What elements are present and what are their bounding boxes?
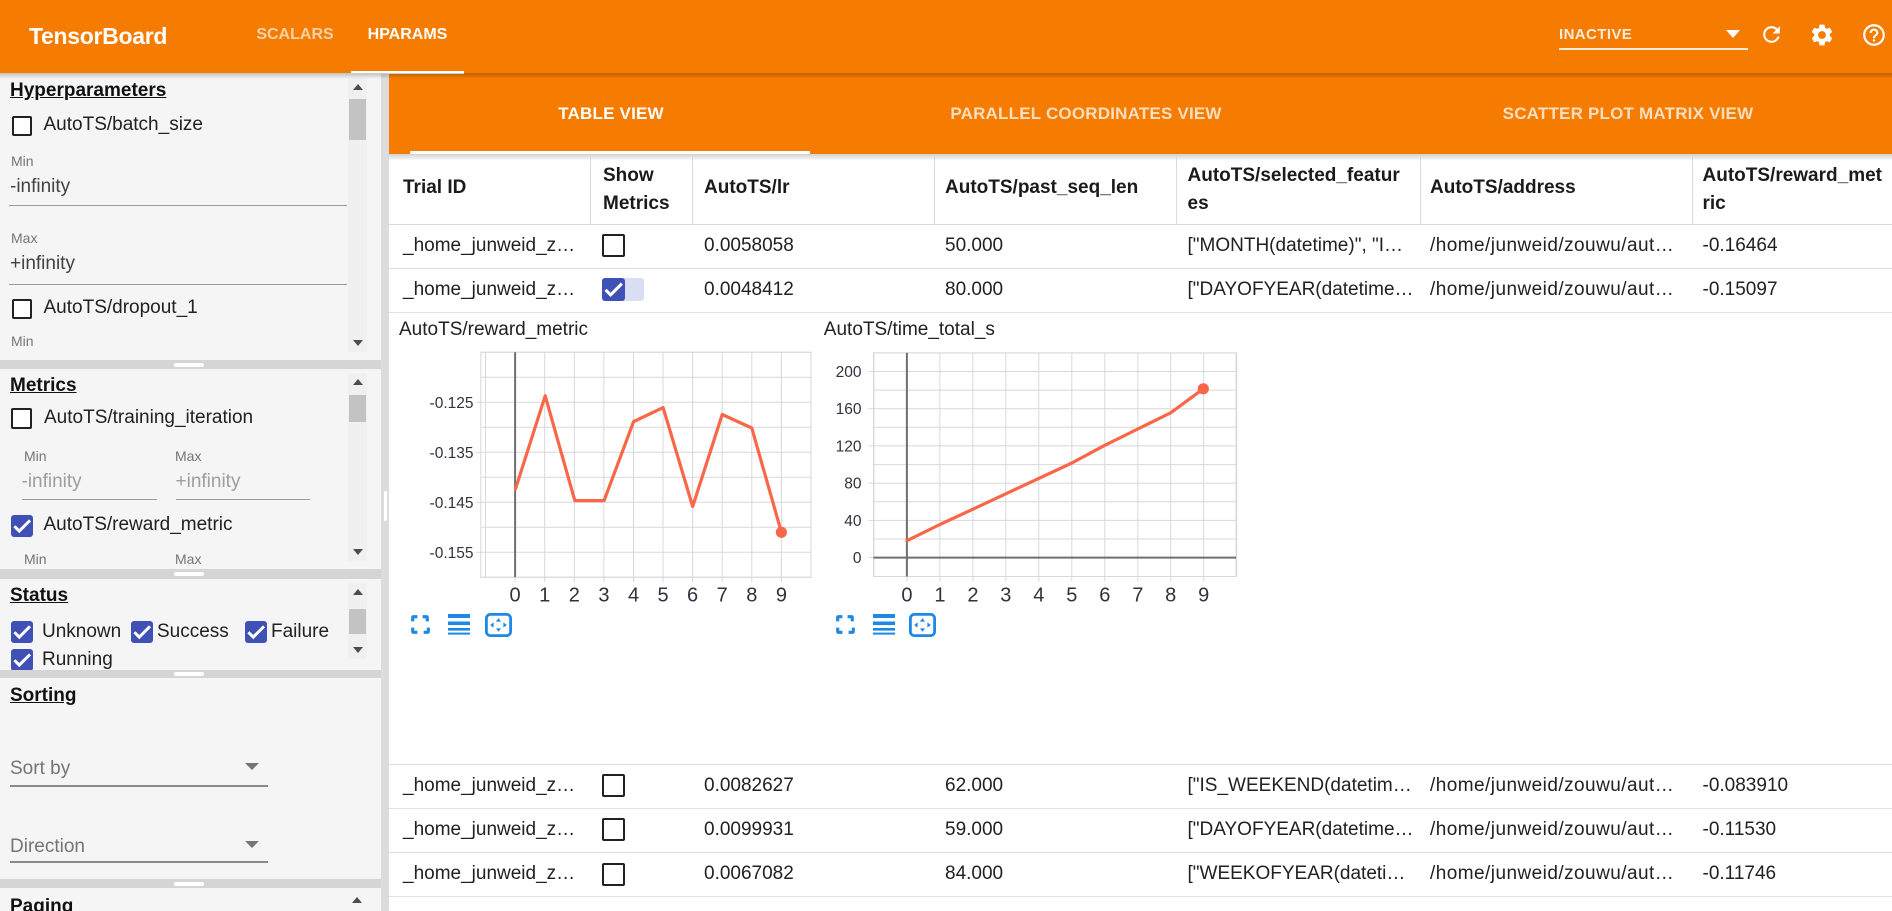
svg-text:0: 0: [853, 550, 862, 567]
svg-text:-0.145: -0.145: [430, 495, 474, 512]
svg-text:160: 160: [836, 401, 862, 418]
svg-text:4: 4: [1033, 585, 1044, 607]
svg-text:5: 5: [657, 585, 668, 607]
svg-text:4: 4: [628, 585, 639, 607]
svg-text:1: 1: [934, 585, 945, 607]
svg-text:1: 1: [539, 585, 550, 607]
svg-text:200: 200: [836, 364, 862, 381]
svg-text:7: 7: [717, 585, 728, 607]
svg-text:5: 5: [1066, 585, 1077, 607]
svg-text:-0.135: -0.135: [430, 445, 474, 462]
svg-text:40: 40: [844, 513, 862, 530]
svg-text:-0.125: -0.125: [430, 395, 474, 412]
svg-text:9: 9: [776, 585, 787, 607]
svg-text:3: 3: [1000, 585, 1011, 607]
svg-text:120: 120: [836, 438, 862, 455]
svg-text:-0.155: -0.155: [430, 545, 474, 562]
svg-text:9: 9: [1198, 585, 1209, 607]
svg-text:6: 6: [1099, 585, 1110, 607]
svg-text:6: 6: [687, 585, 698, 607]
svg-text:2: 2: [967, 585, 978, 607]
svg-text:3: 3: [598, 585, 609, 607]
svg-text:80: 80: [844, 476, 862, 493]
svg-text:8: 8: [1165, 585, 1176, 607]
svg-text:0: 0: [901, 585, 912, 607]
svg-text:2: 2: [569, 585, 580, 607]
svg-text:0: 0: [510, 585, 521, 607]
svg-text:8: 8: [746, 585, 757, 607]
svg-text:7: 7: [1132, 585, 1143, 607]
